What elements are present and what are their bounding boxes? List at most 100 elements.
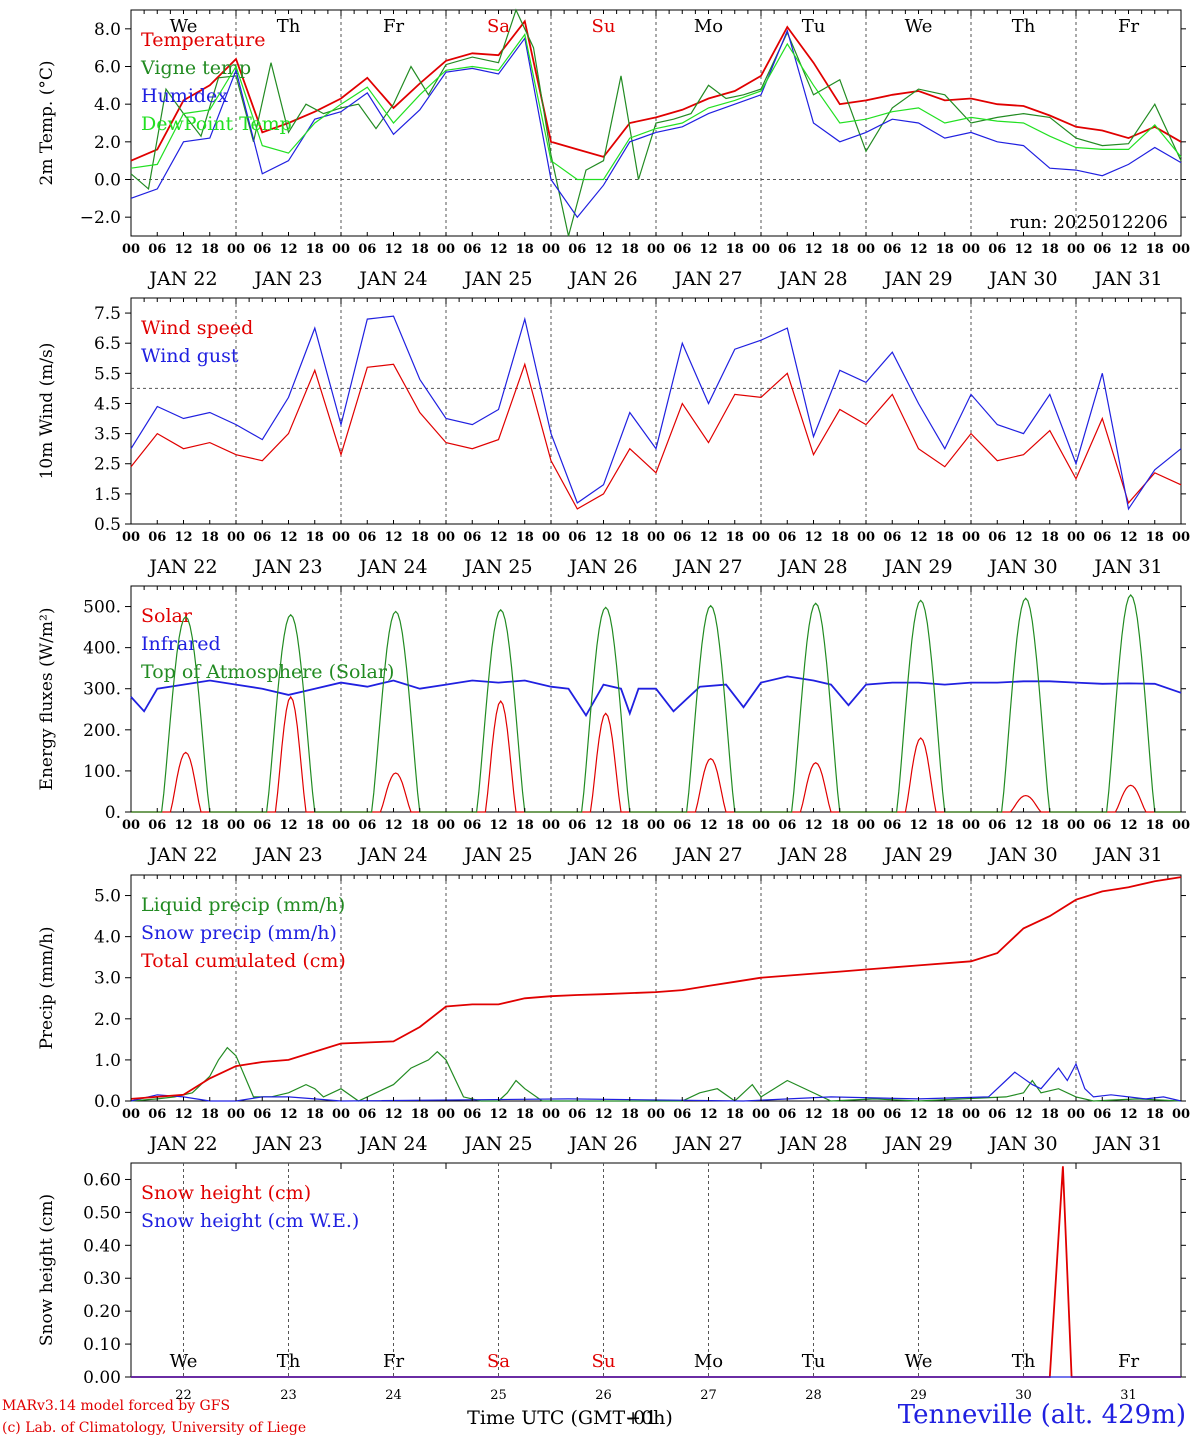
panel1-series-line bbox=[130, 8, 1182, 237]
panel1-date-label: JAN 28 bbox=[777, 268, 847, 290]
panel5-day-number-label: 31 bbox=[1120, 1388, 1137, 1403]
panel4-hour-tick-label: 00 bbox=[647, 1107, 665, 1122]
panel2-hour-tick-label: 00 bbox=[542, 530, 560, 545]
panel4-hour-tick-label: 18 bbox=[621, 1107, 639, 1122]
panel3-hour-tick-label: 12 bbox=[384, 818, 402, 833]
panel4-hour-tick-label: 12 bbox=[594, 1107, 612, 1122]
panel2-hour-tick-label: 06 bbox=[568, 530, 586, 545]
panel4-hour-tick-label: 18 bbox=[1146, 1107, 1164, 1122]
panel2-y-tick-label: 1.5 bbox=[94, 485, 121, 505]
panel2-date-label: JAN 24 bbox=[357, 556, 427, 578]
panel3-hour-tick-label: 00 bbox=[122, 818, 140, 833]
panel1-hour-tick-label: 06 bbox=[883, 242, 901, 257]
panel2-y-tick-label: 0.5 bbox=[94, 515, 121, 535]
panel1-hour-tick-label: 06 bbox=[253, 242, 271, 257]
panel2-legend-entry: Wind gust bbox=[141, 345, 239, 367]
panel2-y-tick-label: 3.5 bbox=[94, 425, 121, 445]
panel1-hour-tick-label: 06 bbox=[463, 242, 481, 257]
panel1-series-line bbox=[130, 19, 1182, 162]
panel1-hour-tick-label: 12 bbox=[489, 242, 507, 257]
panel4-y-tick-label: 5.0 bbox=[94, 887, 121, 907]
panel2-date-label: JAN 29 bbox=[882, 556, 952, 578]
panel1-hour-tick-label: 18 bbox=[516, 242, 534, 257]
panel4-hour-tick-label: 12 bbox=[489, 1107, 507, 1122]
panel3-y-tick-label: 500. bbox=[83, 598, 121, 618]
panel4-hour-tick-label: 18 bbox=[726, 1107, 744, 1122]
panel3-date-label: JAN 24 bbox=[357, 844, 427, 866]
panel4-hour-tick-label: 00 bbox=[962, 1107, 980, 1122]
panel2-hour-tick-label: 18 bbox=[1041, 530, 1059, 545]
panel1-hour-tick-label: 12 bbox=[1119, 242, 1137, 257]
panel2-hour-tick-label: 12 bbox=[174, 530, 192, 545]
panel3-date-label: JAN 23 bbox=[252, 844, 322, 866]
footer-model-line: MARv3.14 model forced by GFS bbox=[2, 1398, 231, 1414]
panel4-hour-tick-label: 00 bbox=[437, 1107, 455, 1122]
panel1-hour-tick-label: 00 bbox=[752, 242, 770, 257]
panel3-hour-tick-label: 18 bbox=[306, 818, 324, 833]
panel2-hour-tick-label: 18 bbox=[621, 530, 639, 545]
panel1-weekday-label: We bbox=[170, 16, 198, 37]
panel1-hour-tick-label: 06 bbox=[1093, 242, 1111, 257]
panel3-legend-entry: Top of Atmosphere (Solar) bbox=[141, 661, 394, 683]
panel5-day-number-label: 22 bbox=[175, 1388, 192, 1403]
panel2-date-label: JAN 27 bbox=[672, 556, 742, 578]
panel1-hour-tick-label: 06 bbox=[148, 242, 166, 257]
panel5-day-number-label: 30 bbox=[1015, 1388, 1032, 1403]
panel5-weekday-label: Sa bbox=[487, 1351, 510, 1372]
panel3-hour-tick-label: 18 bbox=[1041, 818, 1059, 833]
panel3-hour-tick-label: 18 bbox=[411, 818, 429, 833]
panel4-legend-entry: Total cumulated (cm) bbox=[141, 950, 346, 972]
panel3-hour-tick-label: 12 bbox=[804, 818, 822, 833]
panel1-hour-tick-label: 00 bbox=[542, 242, 560, 257]
panel3-hour-tick-label: 06 bbox=[253, 818, 271, 833]
panel1-hour-tick-label: 06 bbox=[568, 242, 586, 257]
panel3-hour-tick-label: 18 bbox=[621, 818, 639, 833]
panel1-hour-tick-label: 18 bbox=[936, 242, 954, 257]
panel1-hour-tick-label: 06 bbox=[673, 242, 691, 257]
panel4-hour-tick-label: 18 bbox=[201, 1107, 219, 1122]
panel1-y-tick-label: 4.0 bbox=[94, 95, 121, 115]
panel2-hour-tick-label: 06 bbox=[673, 530, 691, 545]
panel3-date-label: JAN 31 bbox=[1092, 844, 1162, 866]
panel4-y-tick-label: 1.0 bbox=[94, 1051, 121, 1071]
panel3-hour-tick-label: 12 bbox=[279, 818, 297, 833]
panel2-hour-tick-label: 00 bbox=[1067, 530, 1085, 545]
panel4-y-tick-label: 3.0 bbox=[94, 969, 121, 989]
panel1-legend-entry: Humidex bbox=[141, 85, 228, 107]
panel4-hour-tick-label: 18 bbox=[831, 1107, 849, 1122]
panel3-hour-tick-label: 12 bbox=[909, 818, 927, 833]
panel2-hour-tick-label: 00 bbox=[752, 530, 770, 545]
panel2-y-axis-label: 10m Wind (m/s) bbox=[37, 343, 57, 480]
panel1-hour-tick-label: 06 bbox=[778, 242, 796, 257]
panel1-weekday-label: Mo bbox=[694, 16, 723, 37]
panel1-legend-entry: DewPoint Temp bbox=[141, 113, 292, 135]
panel2-series-line bbox=[130, 362, 1182, 510]
panel2-hour-tick-label: 18 bbox=[411, 530, 429, 545]
panel2-hour-tick-label: 18 bbox=[1146, 530, 1164, 545]
panel4-hour-tick-label: 06 bbox=[778, 1107, 796, 1122]
panel3-hour-tick-label: 12 bbox=[174, 818, 192, 833]
panel2-hour-tick-label: 06 bbox=[148, 530, 166, 545]
panel2-y-tick-label: 7.5 bbox=[94, 304, 121, 324]
panel5-y-tick-label: 0.50 bbox=[83, 1203, 121, 1223]
panel2-hour-tick-label: 00 bbox=[437, 530, 455, 545]
panel1-weekday-label: Th bbox=[1012, 16, 1036, 37]
panel4-hour-tick-label: 00 bbox=[542, 1107, 560, 1122]
panel2-hour-tick-label: 06 bbox=[883, 530, 901, 545]
panel4-hour-tick-label: 18 bbox=[936, 1107, 954, 1122]
panel5-y-axis-label: Snow height (cm) bbox=[37, 1194, 57, 1346]
panel4-hour-tick-label: 12 bbox=[699, 1107, 717, 1122]
panel4-series-line bbox=[130, 1062, 1182, 1102]
panel1-date-label: JAN 30 bbox=[987, 268, 1057, 290]
panel3-y-tick-label: 400. bbox=[83, 639, 121, 659]
panel1-date-label: JAN 26 bbox=[567, 268, 637, 290]
panel2-hour-tick-label: 18 bbox=[306, 530, 324, 545]
panel3-hour-tick-label: 06 bbox=[778, 818, 796, 833]
panel1-hour-tick-label: 00 bbox=[1172, 242, 1190, 257]
panel3-date-label: JAN 22 bbox=[147, 844, 217, 866]
panel2-y-tick-label: 4.5 bbox=[94, 394, 121, 414]
panel4-hour-tick-label: 06 bbox=[883, 1107, 901, 1122]
panel5-weekday-label: Su bbox=[592, 1351, 616, 1372]
panel4-hour-tick-label: 18 bbox=[1041, 1107, 1059, 1122]
